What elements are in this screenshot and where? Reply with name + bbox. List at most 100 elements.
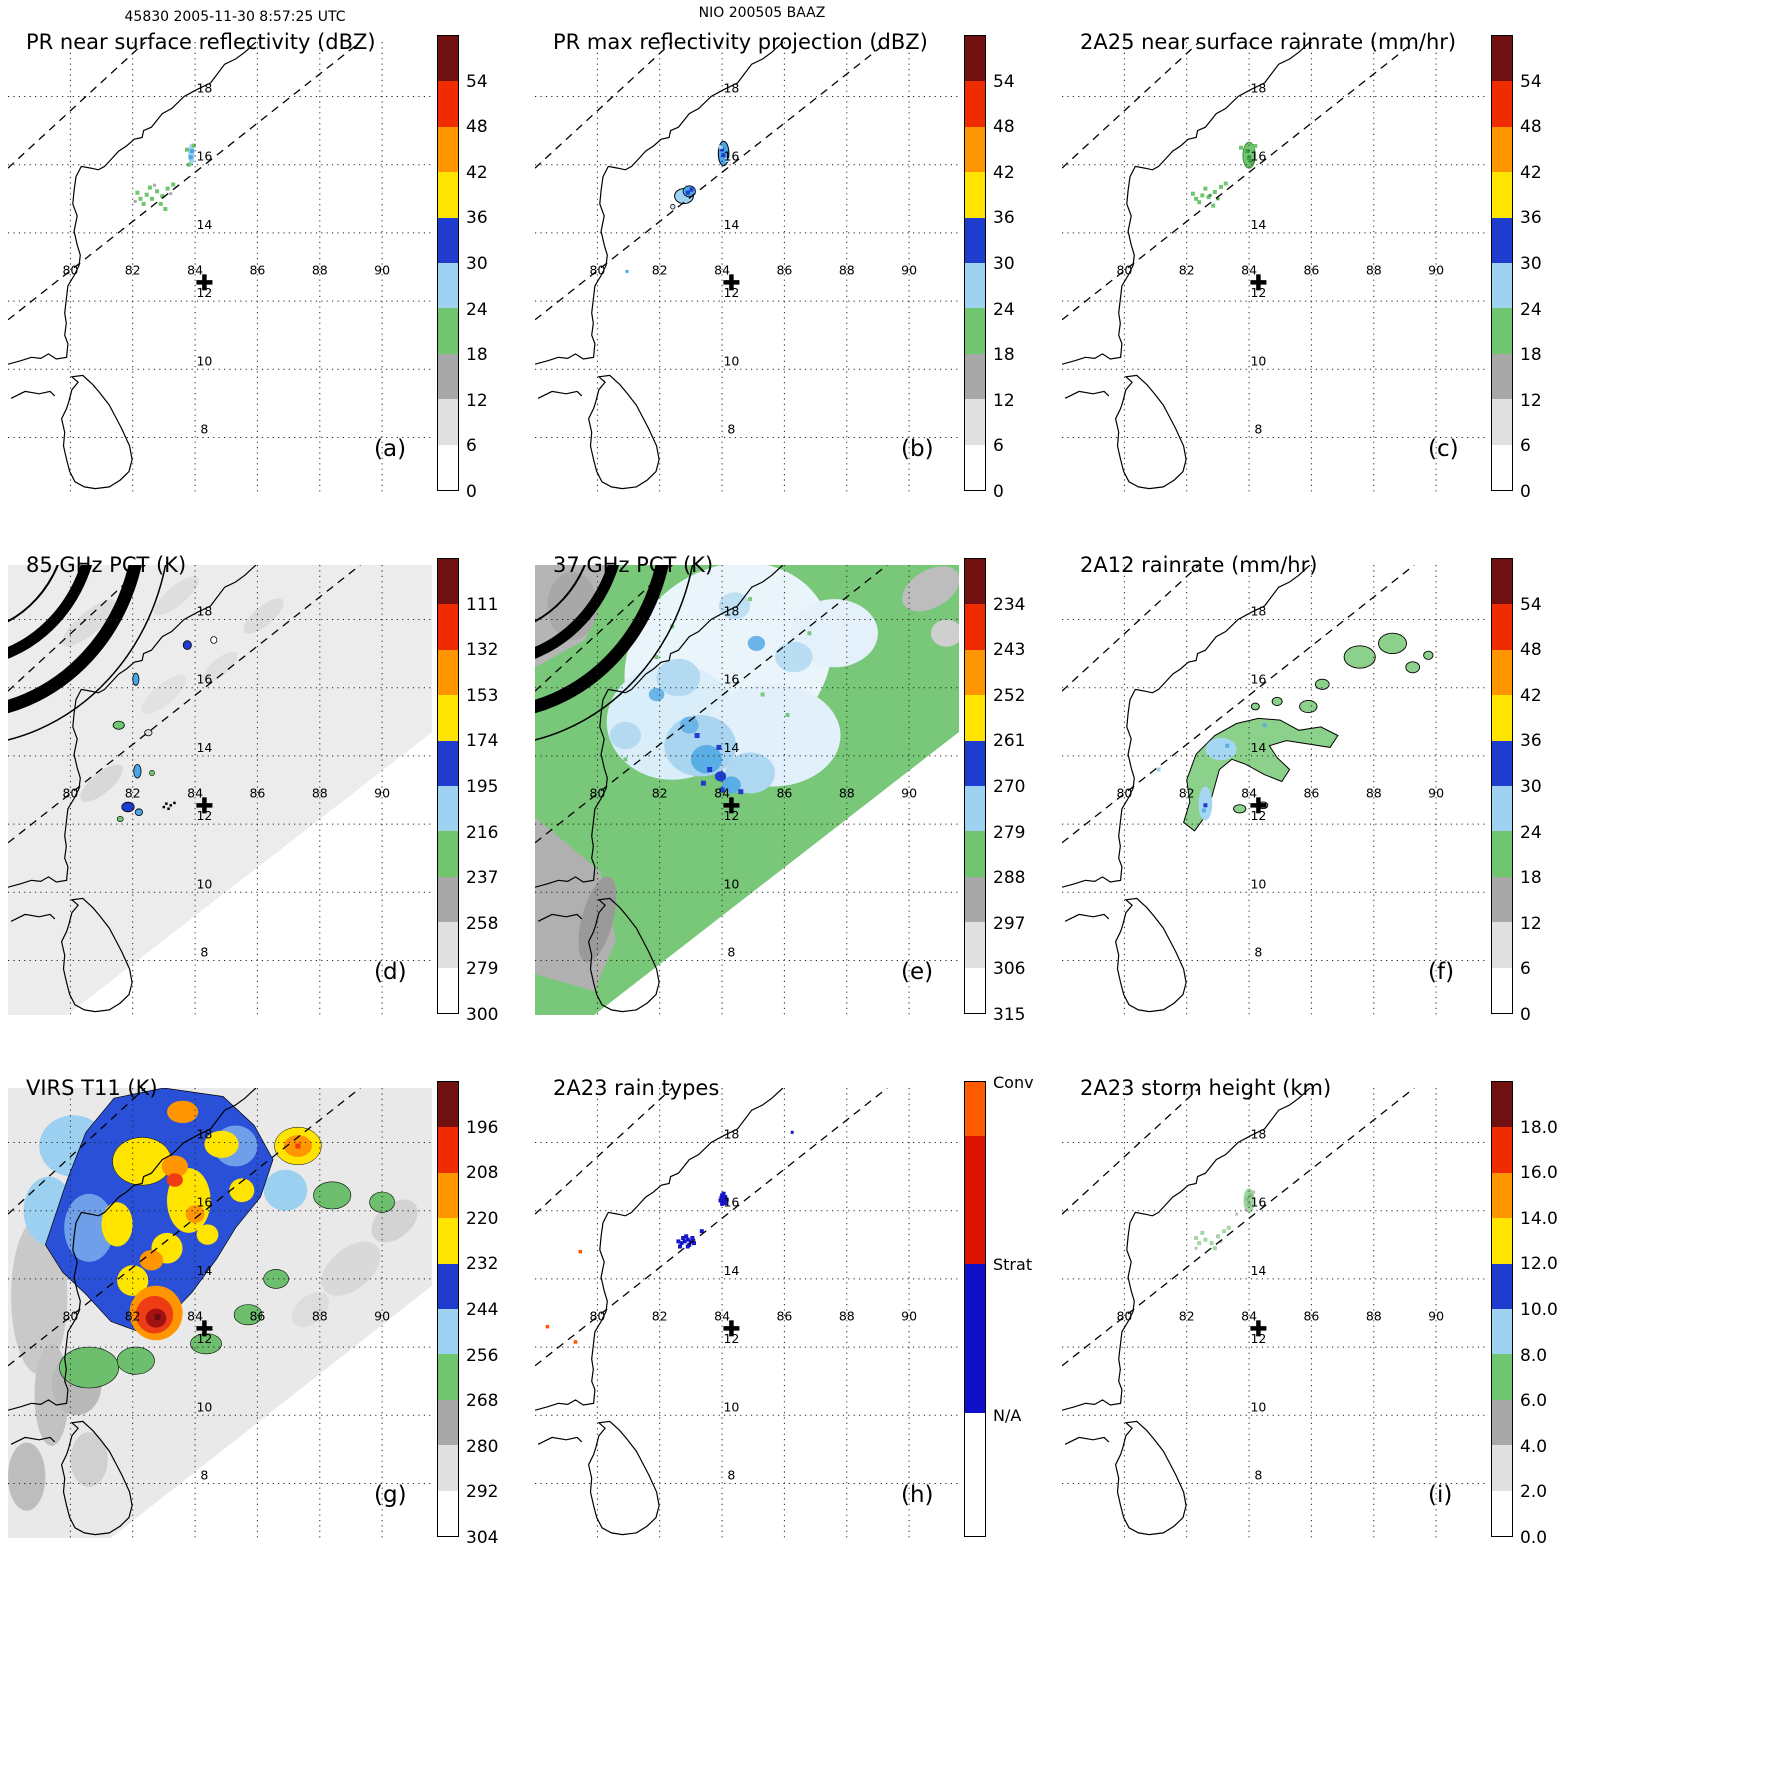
lon-label: 90 <box>1428 263 1444 278</box>
data-blob <box>648 687 665 702</box>
data-pixel <box>160 194 165 199</box>
data-pixel <box>678 1244 682 1249</box>
map-layers: 80 82 84 86 88 90 8 10 12 14 16 18 <box>1062 42 1486 492</box>
data-pixel <box>720 1201 725 1206</box>
colorbar-tick-label: 42 <box>466 162 488 183</box>
colorbar-tick-label: 36 <box>466 208 488 229</box>
data-pixel <box>1248 1193 1253 1198</box>
coastline <box>8 565 257 1013</box>
lon-label: 86 <box>1303 263 1319 278</box>
colorbar-segment <box>965 1263 985 1414</box>
colorbar-segment <box>438 1354 458 1400</box>
lat-label: 18 <box>196 81 212 96</box>
data-pixel <box>165 802 168 805</box>
data-pixel <box>1201 808 1206 813</box>
colorbar-tick-label: 216 <box>466 822 499 843</box>
lat-label: 10 <box>1250 876 1266 891</box>
center-cross-marker <box>723 797 740 814</box>
colorbar-segment <box>965 217 985 263</box>
data-blob <box>112 1137 172 1186</box>
data-pixel <box>1223 181 1228 186</box>
map-e: 80 82 84 86 88 90 8 10 12 14 16 18 <box>535 565 959 1015</box>
lon-label: 80 <box>1116 263 1132 278</box>
data-blob <box>80 764 123 802</box>
colorbar-tick-label: 54 <box>1520 71 1542 92</box>
colorbar-segment <box>1492 649 1512 696</box>
data-pixel <box>738 789 744 795</box>
lat-label: 18 <box>1250 604 1266 619</box>
lat-label: 16 <box>196 1195 212 1210</box>
map-g: 80 82 84 86 88 90 8 10 12 14 16 18 <box>8 1088 432 1538</box>
data-pixel <box>1245 149 1250 154</box>
colorbar-tick-label: 0 <box>466 482 477 502</box>
data-blob <box>656 658 701 697</box>
lat-label: 12 <box>1250 808 1266 823</box>
data-blob <box>185 1205 205 1223</box>
colorbar-tick-label: 18 <box>993 345 1015 366</box>
lon-label: 82 <box>125 1309 141 1324</box>
colorbar-tick-label: 42 <box>1520 162 1542 183</box>
lat-label: 18 <box>723 1127 739 1142</box>
colorbar-tick-label: 18 <box>1520 345 1542 366</box>
colorbar-segment <box>965 126 985 173</box>
data-blob <box>101 1202 133 1247</box>
swath-edge-dashed-lines <box>535 565 888 844</box>
data-blob <box>775 641 813 673</box>
grid-lines <box>535 565 959 1015</box>
lat-label: 10 <box>1250 353 1266 368</box>
data-pixel <box>676 1239 681 1244</box>
data-pixel <box>1197 1241 1202 1246</box>
data-pixel <box>165 186 170 191</box>
colorbar-segment <box>1492 36 1512 82</box>
data-blob <box>167 1100 199 1124</box>
panel-title: VIRS T11 (K) <box>26 1076 158 1100</box>
map-f: 80 82 84 86 88 90 8 10 12 14 16 18 <box>1062 565 1486 1015</box>
colorbar-tick-label: 42 <box>993 162 1015 183</box>
swath-edge-dashed-lines <box>1062 565 1415 844</box>
lon-label: 86 <box>1303 786 1319 801</box>
lat-label: 12 <box>723 1331 739 1346</box>
lon-label: 88 <box>1366 263 1382 278</box>
lat-label: 10 <box>723 876 739 891</box>
data-blob <box>722 776 741 794</box>
center-cross-marker <box>1250 1320 1267 1337</box>
colorbar-tick-label: 12 <box>466 390 488 411</box>
colorbar-segment <box>438 604 458 650</box>
data-pixel <box>573 1340 578 1344</box>
colorbar-tick-label: 252 <box>993 685 1026 706</box>
data-blob <box>112 720 125 730</box>
data-pixel <box>141 201 146 206</box>
lon-label: 82 <box>1179 1309 1195 1324</box>
data-blob <box>161 1155 188 1178</box>
colorbar-segment <box>438 649 458 696</box>
lon-label: 90 <box>374 1309 390 1324</box>
colorbar-tick-label: 12 <box>1520 390 1542 411</box>
colorbar-tick-label: 48 <box>1520 640 1542 661</box>
lon-label: 84 <box>1241 1309 1257 1324</box>
colorbar-segment <box>1492 444 1512 490</box>
colorbar-segment <box>965 1413 985 1536</box>
data-blob <box>116 1346 155 1375</box>
lon-label: 86 <box>249 263 265 278</box>
data-pixel <box>748 597 753 602</box>
colorbar-tick-label: 14.0 <box>1520 1208 1558 1229</box>
lon-label: 86 <box>776 263 792 278</box>
lon-label: 86 <box>1303 1309 1319 1324</box>
data-pixel <box>163 207 168 211</box>
data-pixel <box>1156 767 1161 772</box>
lat-label: 12 <box>723 285 739 300</box>
lon-label: 84 <box>714 786 730 801</box>
colorbar-segment <box>1492 172 1512 218</box>
data-blob <box>141 674 187 715</box>
lat-label: 18 <box>723 604 739 619</box>
lat-label: 8 <box>1254 945 1262 960</box>
colorbar-tick-label: 12 <box>1520 913 1542 934</box>
lon-label: 88 <box>312 1309 328 1324</box>
data-pixel <box>147 185 152 190</box>
data-blob <box>609 721 641 750</box>
colorbar-tick-label: 18 <box>466 345 488 366</box>
lon-label: 84 <box>1241 786 1257 801</box>
colorbar-segment <box>438 785 458 832</box>
data-pixel <box>1247 155 1252 160</box>
